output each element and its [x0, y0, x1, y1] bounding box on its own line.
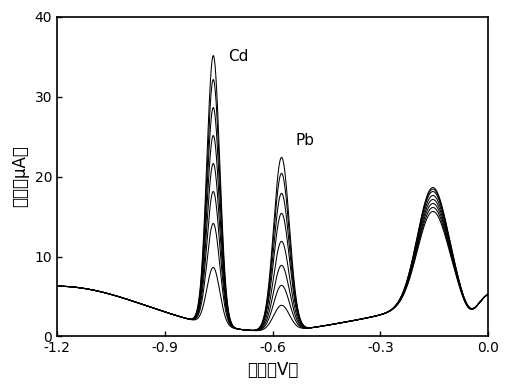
X-axis label: 电位（V）: 电位（V） [246, 361, 298, 379]
Text: Pb: Pb [295, 133, 314, 147]
Y-axis label: 电流（μA）: 电流（μA） [11, 145, 29, 207]
Text: Cd: Cd [227, 49, 247, 64]
